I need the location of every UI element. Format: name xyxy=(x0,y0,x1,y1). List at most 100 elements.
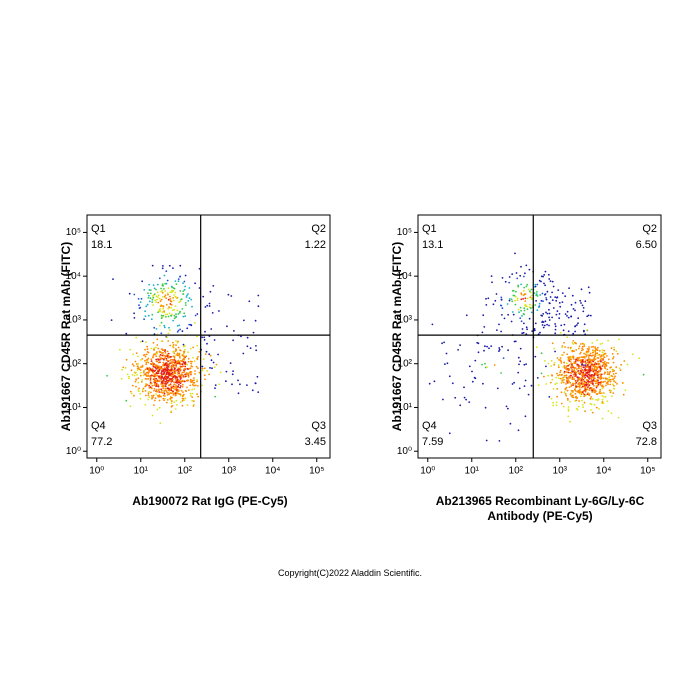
event-dot xyxy=(181,383,184,386)
event-dot xyxy=(165,375,167,378)
event-dot xyxy=(564,295,567,298)
event-dot xyxy=(177,383,180,386)
event-dot xyxy=(485,304,488,306)
event-dot xyxy=(507,407,509,410)
event-dot xyxy=(565,362,568,365)
event-dot xyxy=(511,383,514,385)
event-dot xyxy=(583,395,585,398)
event-dot xyxy=(523,275,525,278)
event-dot xyxy=(571,349,574,352)
event-dot xyxy=(585,371,588,374)
event-dot xyxy=(145,361,148,364)
event-dot xyxy=(181,363,184,366)
event-dot xyxy=(198,371,201,374)
event-dot xyxy=(174,377,177,379)
event-dot xyxy=(160,367,163,370)
event-dot xyxy=(164,357,167,359)
event-dot xyxy=(492,303,495,306)
event-dot xyxy=(543,274,546,276)
event-dot xyxy=(553,363,556,366)
event-dot xyxy=(546,312,549,315)
event-dot xyxy=(161,392,164,394)
event-dot xyxy=(596,380,599,383)
event-dot xyxy=(602,353,605,356)
event-dot xyxy=(239,383,241,386)
event-dot xyxy=(543,324,546,327)
event-dot xyxy=(567,316,570,319)
y-tick-label: 10² xyxy=(67,358,82,369)
event-dot xyxy=(213,366,216,369)
event-dot xyxy=(152,355,155,357)
event-dot xyxy=(158,368,161,371)
event-dot xyxy=(167,356,170,359)
event-dot xyxy=(182,391,184,393)
event-dot xyxy=(594,351,597,353)
event-dot xyxy=(174,408,177,410)
event-dot xyxy=(463,396,466,399)
event-dot xyxy=(552,285,555,288)
event-dot xyxy=(558,377,560,380)
event-dot xyxy=(603,373,606,375)
plot-frame xyxy=(417,214,662,459)
x-axis-title: Ab213965 Recombinant Ly-6G/Ly-6C Antibod… xyxy=(435,494,645,523)
event-dot xyxy=(484,362,486,365)
event-dot xyxy=(526,328,528,331)
event-dot xyxy=(542,313,545,315)
event-dot xyxy=(171,371,174,374)
event-dot xyxy=(589,368,591,371)
event-dot xyxy=(602,377,605,380)
event-dot xyxy=(141,358,144,360)
event-dot xyxy=(498,347,501,349)
event-dot xyxy=(540,280,542,283)
event-dot xyxy=(198,287,201,289)
event-dot xyxy=(567,371,570,374)
event-dot xyxy=(147,297,150,299)
event-dot xyxy=(218,383,221,386)
event-dot xyxy=(619,369,622,371)
event-dot xyxy=(584,357,586,359)
event-dot xyxy=(523,309,526,312)
event-dot xyxy=(174,361,177,363)
event-dot xyxy=(584,381,586,384)
event-dot xyxy=(146,348,149,351)
event-dot xyxy=(588,348,590,350)
event-dot xyxy=(125,358,128,361)
event-dot xyxy=(243,319,245,322)
event-dot xyxy=(190,324,193,327)
event-dot xyxy=(154,366,157,369)
event-dot xyxy=(183,370,186,373)
event-dot xyxy=(165,379,168,381)
event-dot xyxy=(490,275,493,277)
event-dot xyxy=(586,383,588,386)
x-tick-label: 10⁵ xyxy=(309,466,324,477)
event-dot xyxy=(229,362,232,364)
event-dot xyxy=(565,379,568,381)
event-dot xyxy=(561,377,564,380)
event-dot xyxy=(586,352,589,354)
event-dot xyxy=(583,329,585,332)
event-dot xyxy=(133,394,135,397)
event-dot xyxy=(526,297,529,300)
event-dot xyxy=(137,355,139,358)
event-dot xyxy=(179,290,182,292)
event-dot xyxy=(160,287,163,290)
event-dot xyxy=(155,377,158,380)
event-dot xyxy=(166,362,169,365)
event-dot xyxy=(482,382,484,385)
event-dot xyxy=(574,325,576,328)
event-dot xyxy=(601,385,603,387)
event-dot xyxy=(599,383,602,386)
event-dot xyxy=(589,398,592,400)
event-dot xyxy=(167,352,170,355)
event-cloud xyxy=(535,329,645,423)
event-dot xyxy=(602,357,605,360)
event-dot xyxy=(172,376,175,379)
event-dot xyxy=(225,370,228,373)
event-dot xyxy=(173,355,176,358)
event-dot xyxy=(556,310,559,312)
event-dot xyxy=(148,396,151,398)
event-dot xyxy=(166,371,169,373)
event-dot xyxy=(551,299,554,301)
event-dot xyxy=(481,331,484,334)
event-dot xyxy=(558,317,561,320)
